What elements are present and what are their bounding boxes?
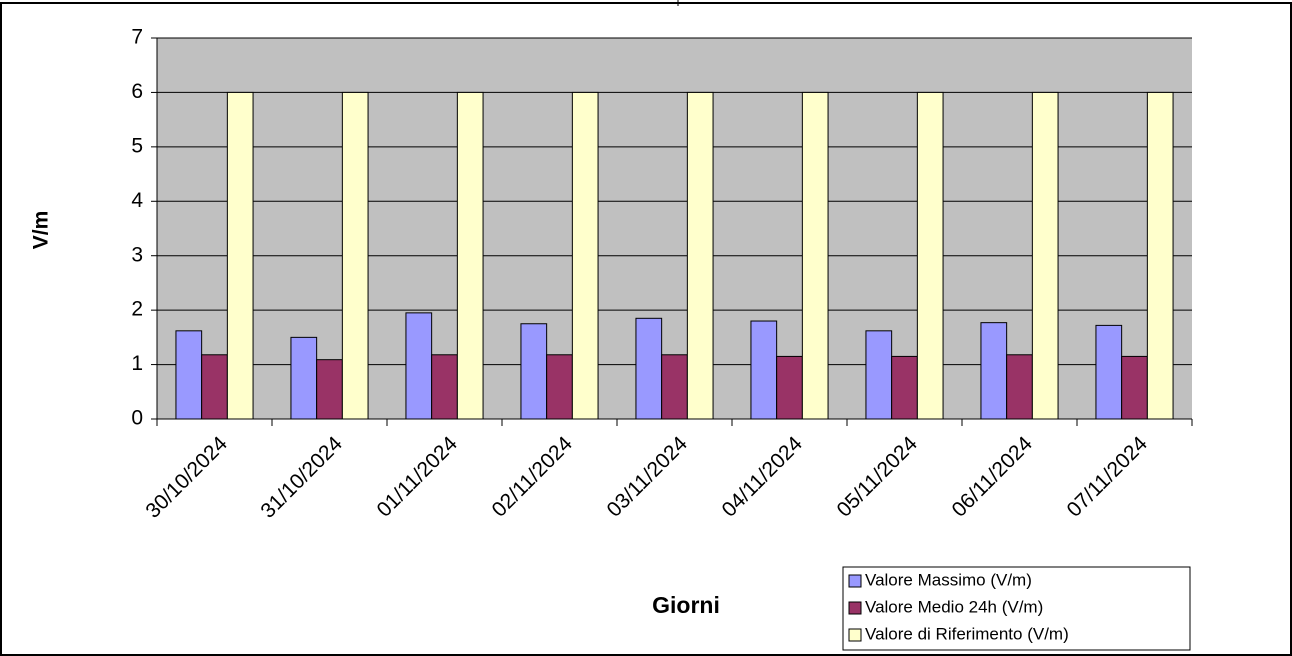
bar	[1121, 355, 1148, 420]
legend	[842, 566, 1191, 651]
bar	[865, 330, 893, 420]
bar	[201, 354, 228, 420]
y-tick-label: 5	[131, 134, 143, 157]
bar	[635, 317, 663, 420]
bar	[916, 91, 944, 420]
y-tick-label: 7	[131, 26, 143, 49]
x-axis-label: Giorni	[652, 592, 720, 618]
legend-label: Valore Medio 24h (V/m)	[865, 597, 1043, 616]
bar	[801, 91, 829, 420]
x-tick-label: 06/11/2024	[947, 432, 1037, 522]
bar	[571, 91, 599, 420]
legend-swatch	[848, 628, 862, 642]
legend-label: Valore di Riferimento (V/m)	[865, 624, 1069, 643]
x-tick-label: 04/11/2024	[717, 432, 807, 522]
bar	[405, 312, 433, 420]
legend-label: Valore Massimo (V/m)	[865, 570, 1032, 589]
y-tick-label: 4	[131, 189, 143, 212]
legend-swatch	[848, 574, 862, 588]
bar	[226, 91, 254, 420]
bar	[520, 323, 548, 420]
y-tick-label: 1	[131, 352, 143, 375]
x-tick-label: 05/11/2024	[832, 432, 922, 522]
bar	[686, 91, 714, 420]
bar	[175, 330, 203, 420]
x-tick-label: 30/10/2024	[141, 432, 232, 523]
y-tick-label: 6	[131, 80, 143, 103]
bar	[750, 320, 778, 420]
y-axis-label: V/m	[30, 211, 53, 250]
bar	[1146, 91, 1174, 420]
legend-swatch	[848, 601, 862, 615]
y-tick-label: 0	[131, 407, 143, 430]
bar	[980, 322, 1008, 420]
bar	[431, 354, 458, 420]
bar	[341, 91, 369, 420]
bar	[891, 355, 918, 420]
x-tick-label: 03/11/2024	[602, 432, 692, 522]
x-tick-label: 31/10/2024	[256, 432, 347, 523]
bar	[456, 91, 484, 420]
x-tick-label: 07/11/2024	[1062, 432, 1152, 522]
bar	[290, 336, 318, 420]
bar	[1006, 354, 1033, 420]
x-tick-label: 01/11/2024	[372, 432, 462, 522]
bar	[1095, 324, 1123, 420]
y-tick-label: 3	[131, 243, 143, 266]
x-tick-label: 02/11/2024	[487, 432, 577, 522]
bar	[776, 355, 803, 420]
bar	[316, 359, 343, 420]
bar	[1031, 91, 1059, 420]
y-tick-label: 2	[131, 298, 143, 321]
bar	[546, 354, 573, 420]
bar	[661, 354, 688, 420]
